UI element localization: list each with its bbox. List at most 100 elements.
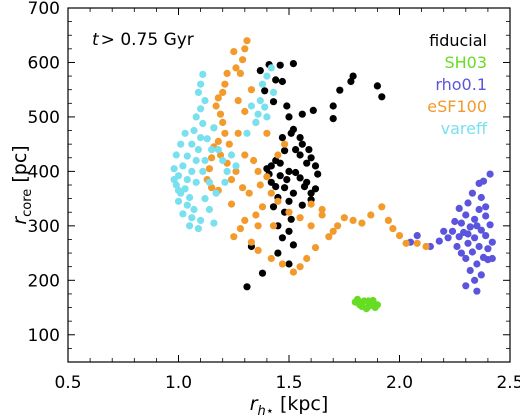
y-tick-label: 300 <box>28 217 60 237</box>
legend-entry-SH03: SH03 <box>444 53 487 72</box>
data-point-rho0.1-23 <box>473 260 481 268</box>
data-point-eSF100-40 <box>311 244 320 252</box>
data-point-eSF100-42 <box>334 222 342 230</box>
data-point-rho0.1-30 <box>451 217 459 226</box>
data-point-vareff-25 <box>188 214 196 222</box>
legend: fiducial SH03 rho0.1 eSF100 vareff <box>427 31 488 138</box>
data-point-eSF100-8 <box>212 102 220 110</box>
data-point-rho0.1-43 <box>473 222 481 230</box>
data-point-fiducial-51 <box>267 162 275 170</box>
data-point-fiducial-12 <box>329 115 337 123</box>
data-point-eSF100-63 <box>227 200 236 208</box>
data-point-eSF100-39 <box>303 254 311 263</box>
data-point-eSF100-23 <box>254 167 262 175</box>
data-point-fiducial-4 <box>278 77 286 86</box>
data-point-eSF100-29 <box>252 211 260 219</box>
data-point-SH03-6 <box>353 295 362 303</box>
data-point-rho0.1-37 <box>448 227 457 235</box>
data-point-fiducial-0 <box>256 67 264 75</box>
data-point-eSF100-64 <box>263 129 271 137</box>
data-point-fiducial-62 <box>292 168 300 177</box>
data-point-vareff-40 <box>221 178 229 186</box>
data-point-rho0.1-2 <box>475 179 483 187</box>
data-point-vareff-12 <box>192 156 200 165</box>
data-point-vareff-43 <box>199 167 207 175</box>
data-point-eSF100-14 <box>208 154 216 162</box>
data-point-eSF100-17 <box>208 184 216 192</box>
data-point-vareff-28 <box>194 225 202 233</box>
data-point-eSF100-52 <box>413 239 421 247</box>
data-point-eSF100-69 <box>230 48 238 56</box>
data-point-fiducial-5 <box>289 60 297 68</box>
data-point-vareff-52 <box>258 80 267 88</box>
data-point-eSF100-48 <box>384 216 392 224</box>
data-point-vareff-0 <box>199 70 207 78</box>
data-point-fiducial-10 <box>298 110 306 118</box>
data-point-fiducial-55 <box>287 129 295 137</box>
data-point-vareff-44 <box>170 165 178 173</box>
data-point-eSF100-6 <box>219 88 227 96</box>
data-point-rho0.1-19 <box>484 245 492 253</box>
data-point-vareff-14 <box>188 167 196 175</box>
data-point-eSF100-49 <box>389 225 397 233</box>
data-point-rho0.1-42 <box>482 203 490 211</box>
data-point-vareff-9 <box>188 140 196 148</box>
data-point-rho0.1-11 <box>466 223 474 231</box>
data-point-fiducial-7 <box>269 98 278 106</box>
data-point-vareff-18 <box>181 185 189 193</box>
y-tick-label: 700 <box>28 0 60 19</box>
data-point-rho0.1-36 <box>455 204 463 212</box>
data-point-fiducial-14 <box>349 72 357 80</box>
data-point-eSF100-55 <box>296 214 304 222</box>
data-point-eSF100-33 <box>247 238 255 246</box>
data-point-vareff-31 <box>201 156 209 165</box>
data-point-vareff-35 <box>214 146 222 154</box>
data-point-eSF100-67 <box>234 97 242 105</box>
x-tick-label: 1.5 <box>275 373 302 393</box>
data-point-fiducial-16 <box>373 82 381 90</box>
time-annotation: t > 0.75 Gyr <box>92 30 194 50</box>
data-point-eSF100-45 <box>358 219 366 227</box>
data-point-rho0.1-44 <box>464 230 472 238</box>
data-point-fiducial-58 <box>276 159 284 167</box>
data-point-fiducial-32 <box>281 184 289 192</box>
data-point-eSF100-46 <box>367 211 375 219</box>
data-point-eSF100-74 <box>307 200 315 208</box>
data-point-vareff-17 <box>172 181 180 189</box>
data-point-SH03-11 <box>365 297 373 305</box>
data-point-eSF100-35 <box>267 254 275 263</box>
data-point-vareff-41 <box>212 189 220 197</box>
data-point-vareff-50 <box>267 64 275 72</box>
axis-ticks <box>67 7 511 362</box>
data-point-fiducial-37 <box>298 201 306 209</box>
data-point-vareff-1 <box>197 80 205 88</box>
data-point-fiducial-43 <box>285 227 293 235</box>
data-point-rho0.1-25 <box>466 266 474 275</box>
data-point-eSF100-57 <box>274 151 282 159</box>
data-points <box>170 37 496 313</box>
data-point-eSF100-47 <box>378 203 386 211</box>
data-point-rho0.1-7 <box>462 211 470 219</box>
x-tick-label: 2.0 <box>386 373 413 393</box>
data-point-fiducial-2 <box>272 76 280 84</box>
y-tick-label: 400 <box>28 162 60 182</box>
data-point-eSF100-61 <box>239 184 247 192</box>
data-point-eSF100-3 <box>232 64 240 72</box>
data-point-eSF100-68 <box>247 86 255 94</box>
data-point-vareff-55 <box>261 103 269 111</box>
data-point-fiducial-52 <box>303 159 311 167</box>
data-point-eSF100-24 <box>263 173 271 181</box>
data-point-fiducial-47 <box>285 260 293 268</box>
data-point-rho0.1-46 <box>440 227 448 235</box>
data-point-fiducial-3 <box>276 61 284 69</box>
y-tick-label: 500 <box>28 108 60 128</box>
data-point-eSF100-79 <box>318 211 326 219</box>
data-point-fiducial-23 <box>296 151 304 159</box>
data-point-vareff-16 <box>183 176 191 184</box>
data-point-fiducial-11 <box>309 106 317 114</box>
data-point-eSF100-30 <box>241 216 249 224</box>
data-point-vareff-59 <box>247 102 255 110</box>
data-point-eSF100-2 <box>239 56 247 64</box>
data-point-SH03-10 <box>373 301 381 309</box>
